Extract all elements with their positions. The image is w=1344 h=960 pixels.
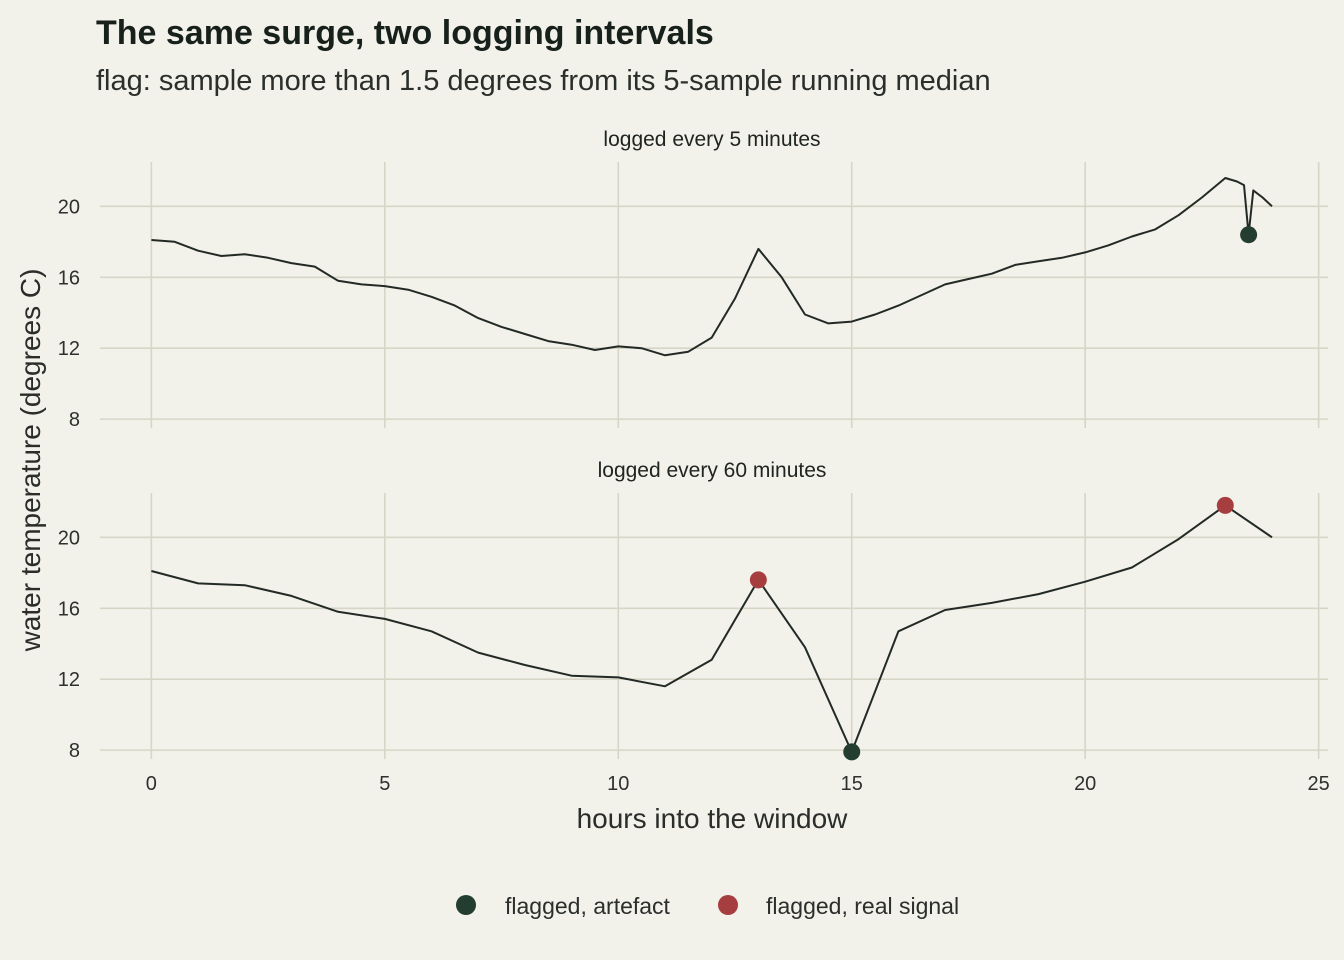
y-tick-label: 8 [69, 409, 80, 431]
y-tick-label: 16 [58, 267, 80, 289]
panel-grid [100, 162, 1328, 428]
y-tick-labels: 8 12 16 20 [58, 196, 80, 431]
y-tick-label: 12 [58, 669, 80, 691]
legend-artefact-label: flagged, artefact [505, 893, 671, 919]
panel-grid [100, 493, 1328, 759]
panel-60-minutes: logged every 60 minutes 8 12 16 20 [58, 459, 1328, 762]
legend-real-signal-swatch [718, 895, 738, 915]
x-axis-title: hours into the window [577, 803, 849, 834]
x-tick-label: 15 [841, 773, 863, 795]
y-tick-label: 12 [58, 338, 80, 360]
flag-point-real-signal [1216, 496, 1234, 514]
temperature-line [151, 504, 1273, 753]
panel-strip-label: logged every 60 minutes [598, 459, 827, 482]
flag-point-artefact [843, 743, 861, 761]
y-tick-label: 16 [58, 598, 80, 620]
y-tick-label: 20 [58, 527, 80, 549]
x-tick-label: 5 [379, 773, 390, 795]
legend-real-signal-label: flagged, real signal [766, 893, 959, 919]
flag-point-real-signal [749, 571, 767, 589]
panel-series [151, 504, 1273, 753]
chart-title: The same surge, two logging intervals [96, 14, 714, 52]
x-tick-label: 20 [1074, 773, 1096, 795]
y-tick-label: 20 [58, 196, 80, 218]
y-tick-label: 8 [69, 740, 80, 762]
panel-flags [749, 496, 1234, 761]
x-tick-label: 0 [146, 773, 157, 795]
y-tick-labels: 8 12 16 20 [58, 527, 80, 762]
panel-5-minutes: logged every 5 minutes 8 12 16 20 [58, 128, 1328, 431]
x-tick-labels: 0 5 10 15 20 25 [146, 773, 1330, 795]
temperature-line [151, 177, 1273, 357]
panel-flags [1240, 226, 1258, 244]
panel-strip-label: logged every 5 minutes [603, 128, 820, 151]
x-tick-label: 10 [607, 773, 629, 795]
y-axis-title: water temperature (degrees C) [15, 269, 46, 653]
legend: flagged, artefact flagged, real signal [456, 893, 959, 919]
flag-point-artefact [1240, 226, 1258, 244]
legend-artefact-swatch [456, 895, 476, 915]
x-tick-label: 25 [1308, 773, 1330, 795]
panel-series [151, 177, 1273, 357]
chart-subtitle: flag: sample more than 1.5 degrees from … [96, 65, 991, 97]
